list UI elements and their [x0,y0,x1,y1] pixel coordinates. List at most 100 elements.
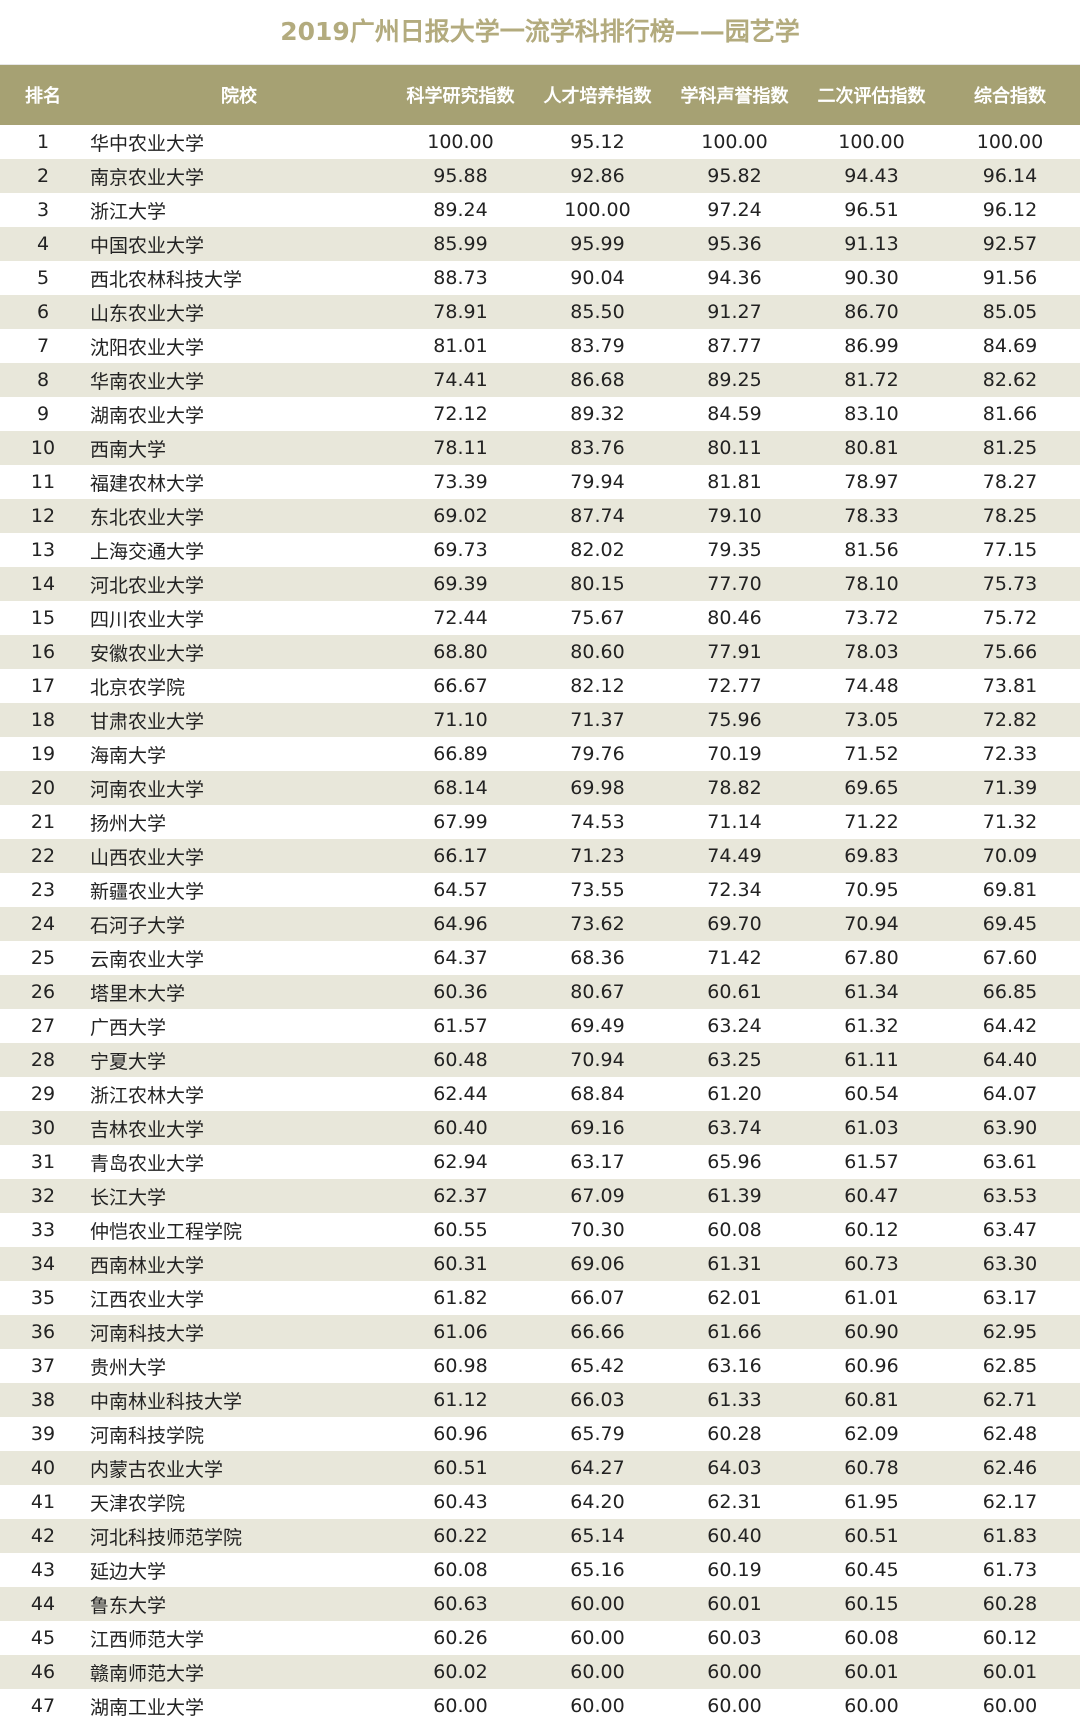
table-row: 4 中国农业大学 85.99 95.99 95.36 91.13 92.57 [0,227,1080,261]
cell-talent-index: 95.12 [570,131,625,153]
table-row: 37 贵州大学 60.98 65.42 63.16 60.96 62.85 [0,1349,1080,1383]
page-title: 2019广州日报大学一流学科排行榜——园艺学 [0,0,1080,65]
cell-talent-index: 73.62 [529,907,666,941]
cell-talent-index: 82.02 [570,539,625,561]
cell-reputation-index: 63.16 [707,1355,762,1377]
cell-talent-index: 90.04 [570,267,625,289]
cell-school: 河南科技大学 [86,1315,392,1349]
table-row: 26 塔里木大学 60.36 80.67 60.61 61.34 66.85 [0,975,1080,1009]
cell-talent-index: 64.27 [529,1451,666,1485]
cell-second-eval-index: 78.97 [844,471,899,493]
cell-research-index: 61.57 [433,1015,488,1037]
cell-research-index: 60.63 [392,1587,529,1621]
cell-overall-index: 81.66 [982,403,1038,425]
cell-school: 扬州大学 [90,812,167,835]
cell-talent-index: 63.17 [570,1151,625,1173]
cell-overall-index: 63.53 [940,1179,1080,1213]
cell-overall-index: 66.85 [940,975,1080,1009]
cell-overall-index: 91.56 [982,267,1038,289]
cell-school: 河南农业大学 [86,771,392,805]
cell-school: 青岛农业大学 [90,1152,205,1175]
cell-talent-index: 80.60 [529,635,666,669]
column-header-talent-index: 人才培养指数 [529,65,666,125]
cell-research-index: 71.10 [392,703,529,737]
cell-rank: 11 [30,471,56,493]
cell-talent-index: 69.49 [570,1015,625,1037]
cell-rank: 18 [0,703,86,737]
cell-research-index: 68.14 [392,771,529,805]
cell-school: 东北农业大学 [86,499,392,533]
cell-talent-index: 60.00 [570,1627,625,1649]
cell-research-index: 67.99 [433,811,488,833]
table-row: 14 河北农业大学 69.39 80.15 77.70 78.10 75.73 [0,567,1080,601]
cell-talent-index: 60.00 [529,1587,666,1621]
cell-second-eval-index: 100.00 [838,131,905,153]
cell-research-index: 60.31 [392,1247,529,1281]
cell-overall-index: 60.01 [940,1655,1080,1689]
cell-research-index: 61.82 [433,1287,488,1309]
cell-overall-index: 62.71 [940,1383,1080,1417]
table-row: 25 云南农业大学 64.37 68.36 71.42 67.80 67.60 [0,941,1080,975]
cell-rank: 1 [36,131,50,153]
cell-school: 赣南师范大学 [86,1655,392,1689]
cell-overall-index: 63.17 [982,1287,1038,1309]
cell-reputation-index: 62.31 [707,1491,762,1513]
cell-rank: 36 [0,1315,86,1349]
cell-rank: 41 [30,1491,56,1513]
table-row: 34 西南林业大学 60.31 69.06 61.31 60.73 63.30 [0,1247,1080,1281]
cell-rank: 14 [0,567,86,601]
table-row: 10 西南大学 78.11 83.76 80.11 80.81 81.25 [0,431,1080,465]
cell-second-eval-index: 91.13 [803,227,940,261]
cell-reputation-index: 91.27 [666,295,803,329]
column-header-reputation-index: 学科声誉指数 [666,65,803,125]
cell-second-eval-index: 62.09 [844,1423,899,1445]
cell-second-eval-index: 69.83 [803,839,940,873]
cell-reputation-index: 60.00 [666,1655,803,1689]
cell-research-index: 60.00 [433,1695,488,1717]
cell-reputation-index: 64.03 [666,1451,803,1485]
cell-second-eval-index: 60.78 [803,1451,940,1485]
cell-overall-index: 75.72 [982,607,1038,629]
cell-school: 华南农业大学 [86,363,392,397]
cell-reputation-index: 97.24 [707,199,762,221]
cell-talent-index: 69.06 [529,1247,666,1281]
cell-overall-index: 70.09 [940,839,1080,873]
cell-overall-index: 78.25 [940,499,1080,533]
cell-overall-index: 73.81 [982,675,1038,697]
cell-school: 河北农业大学 [86,567,392,601]
cell-overall-index: 71.39 [940,771,1080,805]
cell-second-eval-index: 60.73 [803,1247,940,1281]
table-body: 1 华中农业大学 100.00 95.12 100.00 100.00 100.00 2 南京农… [0,125,1080,1723]
cell-talent-index: 85.50 [529,295,666,329]
cell-school: 河北科技师范学院 [86,1519,392,1553]
table-row: 43 延边大学 60.08 65.16 60.19 60.45 61.73 [0,1553,1080,1587]
cell-rank: 22 [0,839,86,873]
cell-rank: 8 [0,363,86,397]
cell-reputation-index: 60.19 [707,1559,762,1581]
cell-rank: 34 [0,1247,86,1281]
cell-rank: 13 [30,539,56,561]
cell-reputation-index: 70.19 [707,743,762,765]
cell-second-eval-index: 60.96 [844,1355,899,1377]
cell-reputation-index: 89.25 [666,363,803,397]
cell-overall-index: 84.69 [982,335,1038,357]
cell-second-eval-index: 71.22 [844,811,899,833]
cell-school: 仲恺农业工程学院 [90,1220,243,1243]
cell-talent-index: 95.99 [529,227,666,261]
cell-research-index: 78.91 [392,295,529,329]
cell-reputation-index: 63.24 [707,1015,762,1037]
cell-reputation-index: 72.34 [707,879,762,901]
column-header-second-eval-index: 二次评估指数 [803,65,940,125]
cell-school: 长江大学 [86,1179,392,1213]
table-row: 29 浙江农林大学 62.44 68.84 61.20 60.54 64.07 [0,1077,1080,1111]
cell-talent-index: 87.74 [529,499,666,533]
cell-talent-index: 66.03 [529,1383,666,1417]
cell-second-eval-index: 60.47 [803,1179,940,1213]
table-row: 13 上海交通大学 69.73 82.02 79.35 81.56 77.15 [0,533,1080,567]
cell-second-eval-index: 78.33 [803,499,940,533]
cell-research-index: 60.51 [392,1451,529,1485]
cell-school: 沈阳农业大学 [90,336,205,359]
ranking-table: 排名 院校 科学研究指数 人才培养指数 学科声誉指数 二次评估指数 综合指数 1 华中农业大学… [0,65,1080,1723]
cell-research-index: 81.01 [433,335,488,357]
cell-reputation-index: 71.42 [707,947,762,969]
